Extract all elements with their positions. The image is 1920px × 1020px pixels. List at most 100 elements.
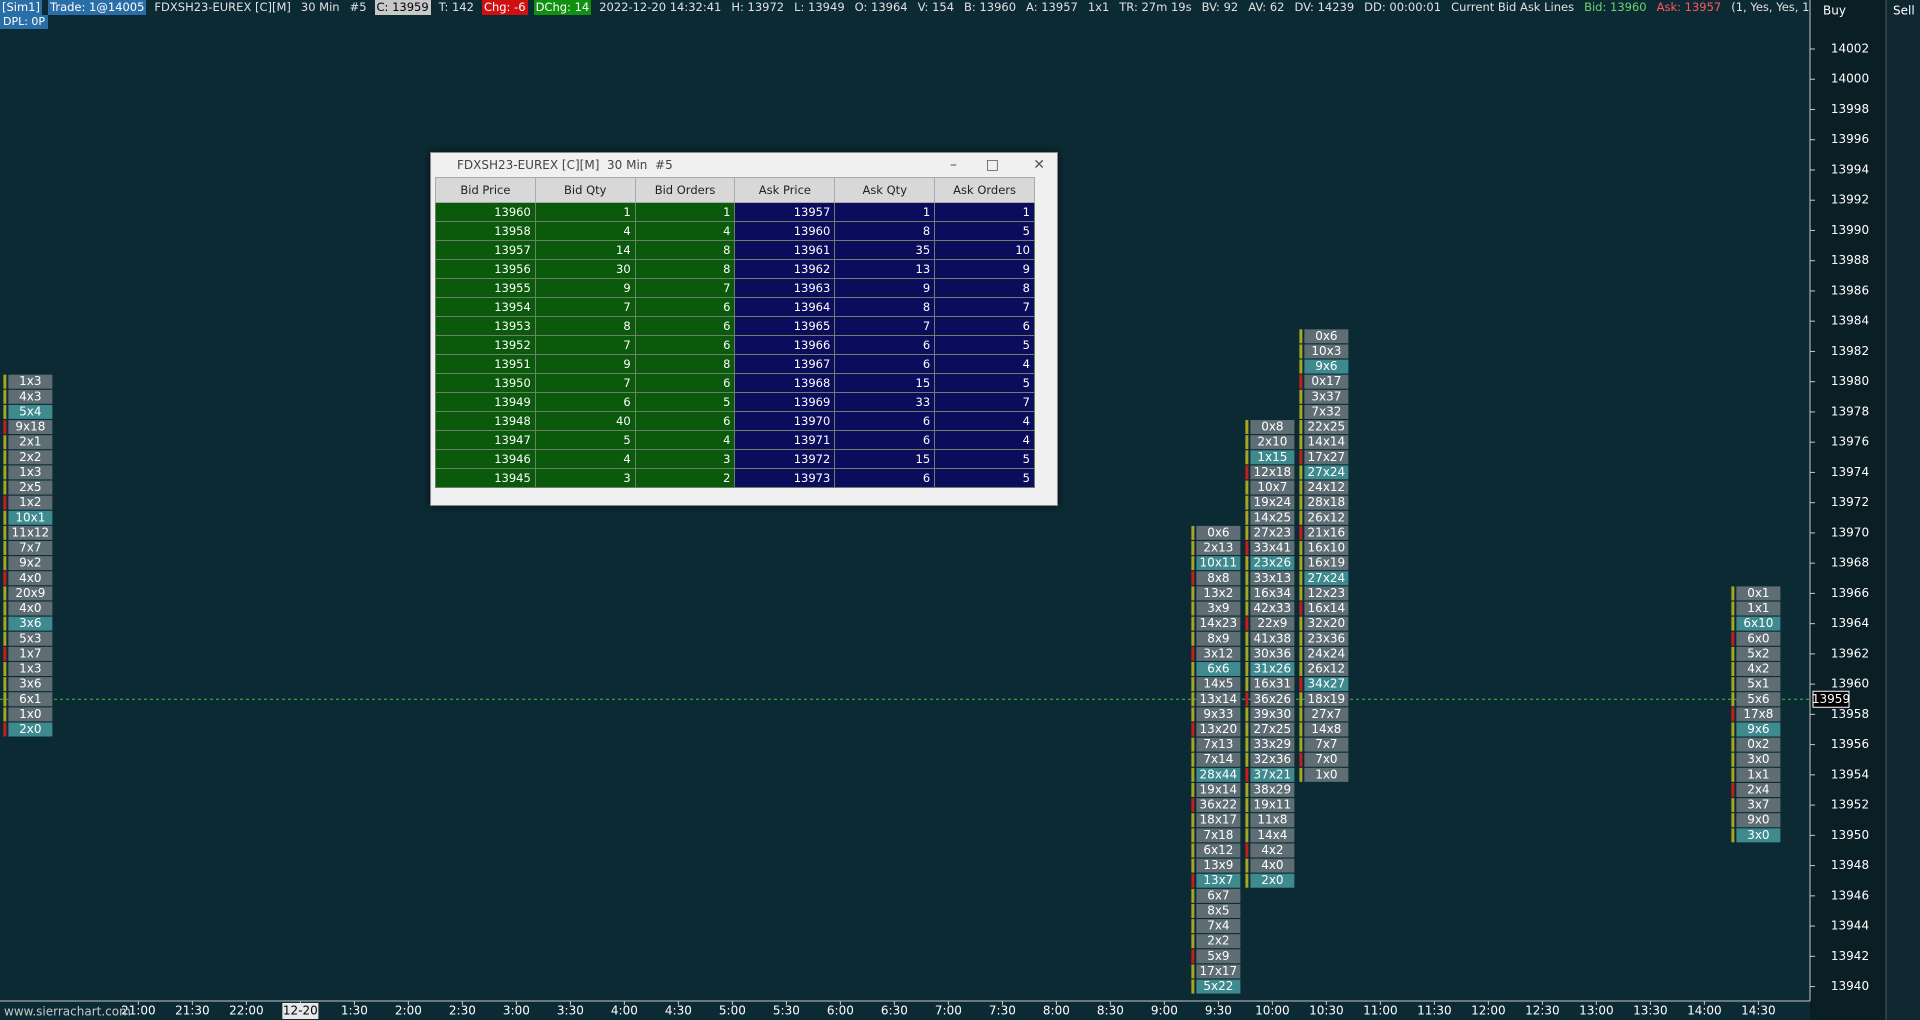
footprint-cell xyxy=(1736,677,1781,692)
column-bar xyxy=(1245,450,1249,465)
column-bar xyxy=(1299,707,1303,722)
footprint-cell xyxy=(1736,782,1781,797)
footprint-cell xyxy=(1736,631,1781,646)
footprint-cell xyxy=(1736,722,1781,737)
cell-label: 28x18 xyxy=(1308,495,1346,509)
footprint-cell xyxy=(8,646,53,661)
time-label: 2:00 xyxy=(395,1004,422,1018)
column-bar xyxy=(3,525,7,540)
cell-label: 33x41 xyxy=(1254,541,1292,555)
dom-cell: 5 xyxy=(934,221,1035,241)
dom-cell: 9 xyxy=(534,278,636,298)
cell-label: 27x25 xyxy=(1254,722,1292,736)
column-bar xyxy=(3,646,7,661)
cell-label: 13x9 xyxy=(1203,858,1233,872)
dom-row: 13952 7 6 13966 6 5 xyxy=(435,335,1035,355)
cell-label: 19x14 xyxy=(1200,782,1238,796)
maximize-button[interactable]: □ xyxy=(985,157,999,173)
column-bar xyxy=(1299,646,1303,661)
footprint-cell xyxy=(1304,344,1349,359)
header-item: V: 154 xyxy=(917,0,955,14)
column-bar xyxy=(1299,329,1303,344)
cell-label: 9x33 xyxy=(1203,707,1233,721)
dom-cell: 6 xyxy=(634,297,736,317)
footprint-cell xyxy=(1304,722,1349,737)
footprint-cell xyxy=(8,631,53,646)
price-label: 13972 xyxy=(1831,495,1869,509)
dom-row: 13947 5 4 13971 6 4 xyxy=(435,430,1035,450)
time-label: 1:30 xyxy=(341,1004,368,1018)
footprint-cell xyxy=(1250,601,1295,616)
footprint-cell xyxy=(1196,813,1241,828)
dom-cell: 13962 xyxy=(734,259,836,279)
dom-row: 13958 4 4 13960 8 5 xyxy=(435,221,1035,241)
price-label: 13956 xyxy=(1831,737,1869,751)
dom-cell: 8 xyxy=(634,354,736,374)
window-title: FDXSH23-EUREX [C][M] 30 Min #5 xyxy=(457,158,673,172)
footprint-cell xyxy=(1304,677,1349,692)
dom-cell: 7 xyxy=(634,278,736,298)
dom-cell: 1 xyxy=(634,202,736,222)
column-bar xyxy=(1299,767,1303,782)
footprint-cell xyxy=(1736,692,1781,707)
column-bar xyxy=(1245,616,1249,631)
dom-cell: 8 xyxy=(834,221,936,241)
column-bar xyxy=(1245,722,1249,737)
dom-cell: 13954 xyxy=(435,297,536,317)
column-bar xyxy=(1299,510,1303,525)
header-item: #5 xyxy=(349,0,367,14)
column-header: Ask Price xyxy=(734,177,836,203)
column-bar xyxy=(1245,662,1249,677)
cell-label: 6x12 xyxy=(1203,843,1233,857)
close-button[interactable]: ✕ xyxy=(1033,157,1045,173)
header-item: C: 13959 xyxy=(374,0,431,15)
column-bar xyxy=(1731,677,1735,692)
dom-row: 13945 3 2 13973 6 5 xyxy=(435,468,1035,488)
footprint-cell xyxy=(1250,662,1295,677)
column-bar xyxy=(1191,586,1195,601)
cell-label: 19x11 xyxy=(1254,798,1292,812)
cell-label: 8x9 xyxy=(1207,631,1229,645)
header-item: FDXSH23-EUREX [C][M] xyxy=(154,0,291,14)
dom-cell: 5 xyxy=(934,373,1035,393)
footprint-cell xyxy=(1196,949,1241,964)
time-label: 6:00 xyxy=(827,1004,854,1018)
minimize-button[interactable]: – xyxy=(950,157,957,173)
cell-label: 27x23 xyxy=(1254,525,1292,539)
column-bar xyxy=(1299,662,1303,677)
cell-label: 0x6 xyxy=(1315,329,1337,343)
column-bar xyxy=(1191,752,1195,767)
dom-window[interactable]: FDXSH23-EUREX [C][M] 30 Min #5 – □ ✕ Bid… xyxy=(430,152,1058,506)
footprint-cell xyxy=(1196,571,1241,586)
header-item: 2022-12-20 14:32:41 xyxy=(599,0,722,14)
cell-label: 7x7 xyxy=(1315,737,1337,751)
footprint-cell xyxy=(1196,692,1241,707)
header-item: H: 13972 xyxy=(731,0,785,14)
dom-cell: 13 xyxy=(834,259,936,279)
cell-label: 1x3 xyxy=(19,465,41,479)
footprint-cell xyxy=(8,389,53,404)
dom-cell: 4 xyxy=(534,221,636,241)
footprint-cell xyxy=(8,374,53,389)
dom-cell: 13960 xyxy=(435,202,536,222)
column-bar xyxy=(1299,359,1303,374)
footprint-cell xyxy=(1250,616,1295,631)
dom-cell: 6 xyxy=(834,468,936,488)
column-bar xyxy=(1299,752,1303,767)
header-item: 1x1 xyxy=(1087,0,1110,14)
header-item: B: 13960 xyxy=(964,0,1017,14)
column-bar xyxy=(3,450,7,465)
time-label: 3:00 xyxy=(503,1004,530,1018)
column-bar xyxy=(1191,782,1195,797)
column-bar xyxy=(1191,934,1195,949)
column-bar xyxy=(1245,510,1249,525)
dom-cell: 7 xyxy=(534,335,636,355)
footprint-cell xyxy=(1250,677,1295,692)
time-label: 4:30 xyxy=(665,1004,692,1018)
cell-label: 6x0 xyxy=(1747,631,1769,645)
dom-cell: 5 xyxy=(934,335,1035,355)
dom-cell: 13964 xyxy=(734,297,836,317)
dom-cell: 14 xyxy=(534,240,636,260)
column-bar xyxy=(1191,737,1195,752)
